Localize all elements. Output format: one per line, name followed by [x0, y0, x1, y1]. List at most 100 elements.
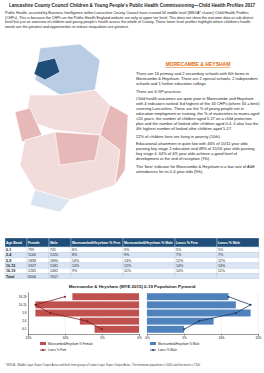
cell-text: 1265 [28, 269, 36, 273]
legend-swatch [40, 342, 46, 345]
tick: 5-9 [22, 311, 27, 315]
cell [71, 274, 123, 279]
tick-label: 15% [255, 336, 261, 340]
cell-text: 2-4 [6, 253, 11, 257]
y-axis: 0-12-45-910-1516-19 [19, 293, 29, 335]
cell [49, 268, 71, 273]
cell [49, 247, 71, 252]
x-axis: 0% 5% 10% 15% [25, 334, 142, 340]
text-line: needs are the greatest and opportunities… [5, 25, 129, 29]
header-cell [71, 238, 123, 247]
header-text: Male [50, 241, 58, 245]
cell [175, 252, 217, 257]
legend-swatch [40, 350, 46, 351]
text-line: attendances for its 0-4 year olds (9th). [136, 169, 203, 174]
paragraph: 22% of children here are living in pover… [136, 134, 221, 139]
header-cell [27, 238, 49, 247]
cell-text: 7017 [50, 275, 58, 279]
cell [27, 274, 49, 279]
cell-text: 14% [72, 259, 80, 263]
tick: 0% [145, 334, 150, 340]
grid [28, 292, 258, 334]
cell-text: 741 [50, 248, 56, 252]
cell-text: Total [6, 275, 14, 279]
cell-text: 0-1 [6, 248, 11, 252]
cell-text: 14% [124, 259, 132, 263]
profile-heading: MORECAMBE & HEYSHAM [166, 61, 231, 67]
bar [35, 301, 139, 308]
map-area [30, 190, 70, 212]
bar [72, 293, 139, 300]
line [35, 297, 102, 330]
tick-label: 10-15 [19, 303, 27, 307]
cell [71, 247, 123, 252]
cell-text: 12% [124, 264, 132, 268]
cell [27, 268, 49, 273]
marker [101, 328, 103, 330]
cell-text: 14% [218, 264, 226, 268]
cell [5, 258, 27, 263]
marker [250, 304, 252, 306]
line [184, 297, 251, 330]
paragraph: The ‘best’ indicator for Morecambe & Hey… [136, 164, 255, 174]
cell [49, 252, 71, 257]
header-cell [175, 238, 217, 247]
cell-text: 6% [72, 248, 78, 252]
cell-text: 5% [218, 248, 224, 252]
tick: 5% [100, 334, 105, 340]
text-line: * MSOA - Middle Layer Super Output Areas… [5, 363, 201, 367]
tick: 0-1 [22, 327, 27, 331]
text-line: 22% of children here are living in pover… [136, 134, 221, 139]
map-area [35, 44, 100, 95]
cell-text: 8% [72, 253, 78, 257]
cell-text: 5-9 [6, 259, 11, 263]
tick: 5% [182, 334, 187, 340]
cell-text: 11% [218, 269, 226, 273]
map-area [100, 105, 128, 185]
bar [147, 326, 184, 333]
tick-label: 0% [145, 336, 150, 340]
cell [123, 274, 175, 279]
legend-swatch [150, 350, 156, 351]
cell [71, 263, 123, 268]
cell [27, 247, 49, 252]
header-cell [217, 238, 259, 247]
bar [147, 318, 214, 325]
page: Lancashire County Council Children & You… [0, 0, 264, 373]
header-cell [123, 238, 175, 247]
text-line: Lancashire County Council Children & You… [9, 3, 256, 8]
cell [123, 252, 175, 257]
bar [35, 310, 139, 317]
tick-label: 16-19 [19, 295, 27, 299]
tick: 15% [25, 334, 31, 340]
text-line: Public Health, assisted by Business Inte… [5, 11, 249, 15]
cell [217, 274, 259, 279]
marker [34, 304, 36, 306]
tick: 10% [218, 334, 224, 340]
paragraph: Educational attainment in quite low with… [136, 141, 255, 161]
marker [183, 328, 185, 330]
text-line: schools and 1 further education college. [136, 81, 207, 86]
cell-text: 6506 [28, 275, 36, 279]
bar [95, 326, 139, 333]
legend-label: Lancs % Male [158, 348, 177, 352]
cell-text: 9% [72, 269, 78, 273]
marker [198, 320, 200, 322]
cell [217, 268, 259, 273]
cell [175, 274, 217, 279]
marker [64, 296, 66, 298]
tick: 0% [137, 334, 142, 340]
tick-label: 10% [62, 336, 68, 340]
cell [175, 268, 217, 273]
intro: Public Health, assisted by Business Inte… [5, 11, 253, 29]
tick-label: 15% [25, 336, 31, 340]
paragraph: Child health outcomes are quite poor in … [136, 96, 260, 131]
cell-text: 1462 [50, 269, 58, 273]
tick: 16-19 [19, 295, 27, 299]
marker [235, 312, 237, 314]
cell [71, 268, 123, 273]
title: Lancashire County Council Children & You… [9, 3, 256, 8]
legend-swatch [150, 342, 156, 345]
cell [123, 268, 175, 273]
cell [217, 263, 259, 268]
